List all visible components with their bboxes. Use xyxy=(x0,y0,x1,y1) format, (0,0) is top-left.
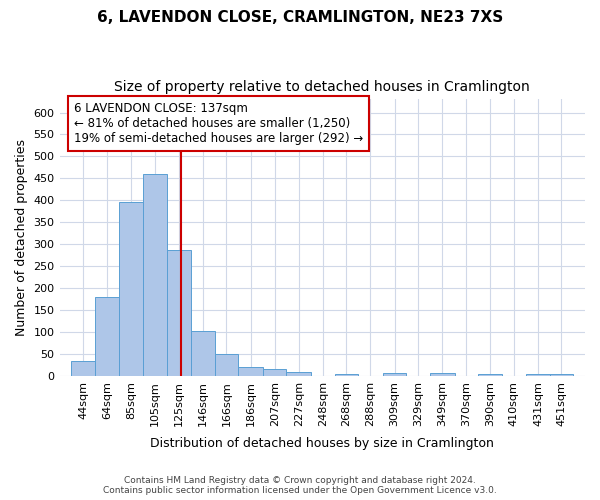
Bar xyxy=(71,360,95,376)
Bar xyxy=(191,330,215,376)
X-axis label: Distribution of detached houses by size in Cramlington: Distribution of detached houses by size … xyxy=(151,437,494,450)
Bar xyxy=(478,374,502,376)
Bar xyxy=(95,297,119,376)
Bar xyxy=(167,250,191,376)
Bar xyxy=(143,174,167,376)
Bar xyxy=(263,370,286,376)
Text: 6, LAVENDON CLOSE, CRAMLINGTON, NE23 7XS: 6, LAVENDON CLOSE, CRAMLINGTON, NE23 7XS xyxy=(97,10,503,25)
Bar xyxy=(238,367,263,376)
Bar xyxy=(526,374,550,376)
Bar xyxy=(430,373,455,376)
Text: 6 LAVENDON CLOSE: 137sqm
← 81% of detached houses are smaller (1,250)
19% of sem: 6 LAVENDON CLOSE: 137sqm ← 81% of detach… xyxy=(74,102,363,145)
Bar xyxy=(383,374,406,376)
Bar xyxy=(550,374,573,376)
Text: Contains HM Land Registry data © Crown copyright and database right 2024.
Contai: Contains HM Land Registry data © Crown c… xyxy=(103,476,497,495)
Y-axis label: Number of detached properties: Number of detached properties xyxy=(15,139,28,336)
Bar xyxy=(335,374,358,376)
Bar xyxy=(119,202,143,376)
Bar xyxy=(215,354,238,376)
Bar xyxy=(286,372,311,376)
Title: Size of property relative to detached houses in Cramlington: Size of property relative to detached ho… xyxy=(115,80,530,94)
